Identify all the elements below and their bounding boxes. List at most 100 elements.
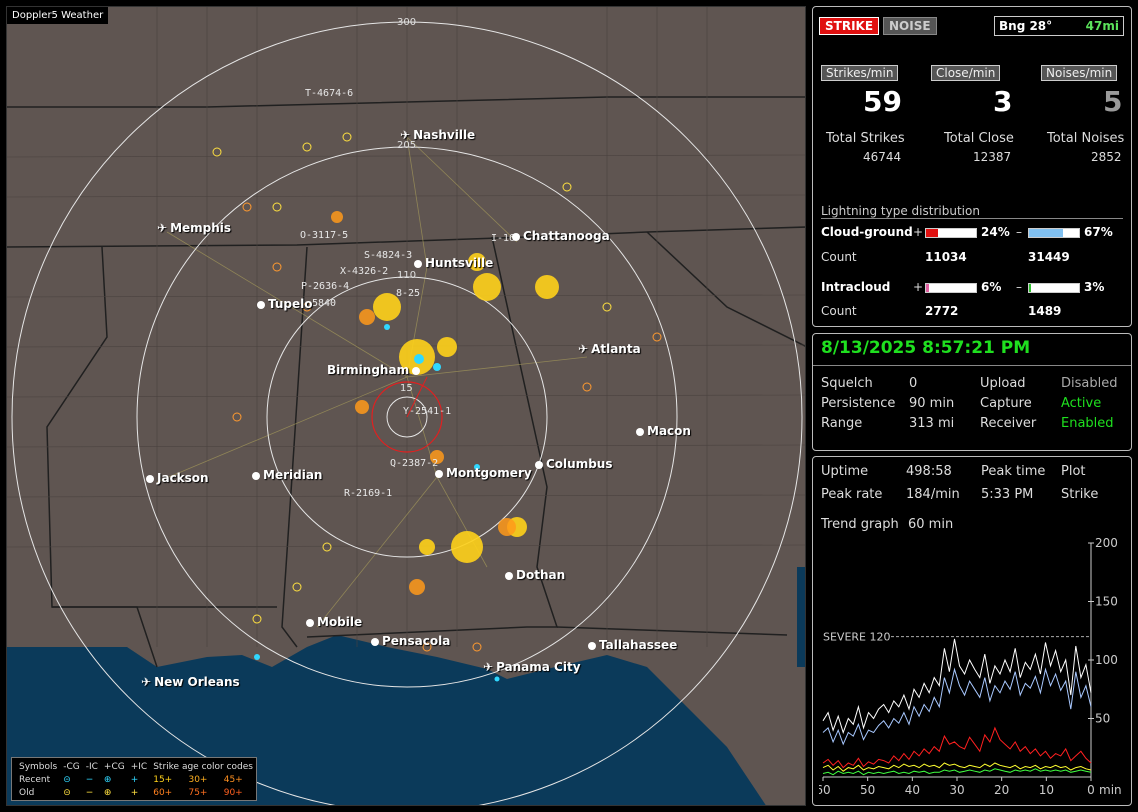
city-dot-icon bbox=[412, 366, 421, 375]
pos-cg-old-icon: ⊕ bbox=[103, 787, 112, 798]
persistence-value[interactable]: 90 min bbox=[909, 396, 955, 411]
severe-threshold-label: SEVERE 120 bbox=[823, 631, 891, 644]
city-chattanooga[interactable]: Chattanooga bbox=[512, 229, 610, 243]
noise-button[interactable]: NOISE bbox=[883, 17, 937, 35]
ring-label-110: 110 bbox=[397, 270, 417, 281]
persistence-label: Persistence bbox=[821, 396, 896, 411]
ic-count-label: Count bbox=[821, 304, 857, 318]
city-atlanta[interactable]: ✈ Atlanta bbox=[578, 342, 641, 356]
total-noises-label: Total Noises bbox=[1047, 131, 1125, 146]
neg-ic-old-icon: − bbox=[85, 787, 94, 798]
total-strikes-value: 46744 bbox=[863, 150, 902, 164]
city-tallahassee[interactable]: Tallahassee bbox=[588, 638, 677, 652]
ic-negative-bar bbox=[1028, 283, 1080, 293]
distance-value: 47mi bbox=[1085, 19, 1119, 33]
legend-header: +CG bbox=[103, 761, 125, 772]
storm-label[interactable]: T-4674-6 bbox=[305, 88, 354, 99]
trend-graph-value[interactable]: 60 min bbox=[908, 517, 954, 532]
ic-positive-count: 2772 bbox=[925, 304, 959, 318]
plot-value[interactable]: Strike bbox=[1061, 487, 1099, 502]
legend-header: +IC bbox=[130, 761, 148, 772]
upload-label: Upload bbox=[980, 376, 1026, 391]
city-jackson[interactable]: Jackson bbox=[146, 471, 209, 485]
receiver-value[interactable]: Enabled bbox=[1061, 416, 1114, 431]
city-memphis[interactable]: ✈ Memphis bbox=[157, 221, 232, 235]
city-mobile[interactable]: Mobile bbox=[306, 615, 362, 629]
upload-value[interactable]: Disabled bbox=[1061, 376, 1118, 391]
legend-symbols-label: Symbols bbox=[19, 761, 58, 772]
trend-series-3 bbox=[822, 762, 1092, 772]
plus-sign: + bbox=[913, 280, 924, 294]
storm-label[interactable]: 5840 bbox=[312, 298, 337, 309]
strike-stats-panel: STRIKE NOISE Bng 28° 47mi Strikes/min Cl… bbox=[812, 6, 1132, 327]
city-dot-icon bbox=[505, 571, 513, 580]
ic-negative-count: 1489 bbox=[1028, 304, 1062, 318]
cg-count-label: Count bbox=[821, 250, 857, 264]
total-close-label: Total Close bbox=[944, 131, 1014, 146]
storm-label[interactable]: S-4824-3 bbox=[364, 250, 413, 261]
x-tick-label: 10 bbox=[1039, 783, 1054, 797]
city-macon[interactable]: Macon bbox=[636, 424, 691, 438]
symbols-legend: Symbols -CG -IC +CG +IC Strike age color… bbox=[11, 757, 257, 801]
age-code: 15+ bbox=[153, 774, 173, 785]
city-dot-icon bbox=[414, 259, 422, 268]
city-pensacola[interactable]: Pensacola bbox=[371, 634, 450, 648]
close-per-min-value: 3 bbox=[993, 85, 1013, 118]
storm-label[interactable]: 8-25 bbox=[396, 288, 421, 299]
close-range-ring bbox=[371, 381, 443, 453]
capture-label: Capture bbox=[980, 396, 1032, 411]
range-rings bbox=[11, 21, 803, 805]
storm-label[interactable]: R-2169-1 bbox=[344, 488, 393, 499]
city-new-orleans[interactable]: ✈ New Orleans bbox=[141, 675, 240, 689]
y-tick-label: 200 bbox=[1095, 537, 1118, 550]
ic-positive-fill bbox=[926, 284, 929, 292]
bearing-line bbox=[406, 376, 428, 418]
lightning-map[interactable]: Doppler5 Weather bbox=[6, 6, 806, 806]
x-tick-label: 30 bbox=[949, 783, 964, 797]
city-huntsville[interactable]: Huntsville bbox=[414, 256, 493, 270]
peak-rate-label: Peak rate bbox=[821, 487, 883, 502]
storm-label[interactable]: P-2636-4 bbox=[301, 281, 350, 292]
age-code: 60+ bbox=[153, 787, 173, 798]
squelch-value[interactable]: 0 bbox=[909, 376, 918, 391]
airport-icon: ✈ bbox=[141, 675, 152, 689]
capture-value[interactable]: Active bbox=[1061, 396, 1102, 411]
city-nashville[interactable]: ✈ Nashville bbox=[400, 128, 476, 142]
range-value[interactable]: 313 mi bbox=[909, 416, 955, 431]
city-dot-icon bbox=[588, 641, 596, 650]
storm-label[interactable]: O-3117-5 bbox=[300, 230, 349, 241]
storm-label[interactable]: Q-2387-2 bbox=[390, 458, 439, 469]
ic-positive-pct: 6% bbox=[981, 280, 1002, 294]
city-dot-icon bbox=[371, 637, 379, 646]
city-dothan[interactable]: Dothan bbox=[505, 568, 565, 582]
city-dot-icon bbox=[257, 300, 265, 309]
cg-negative-pct: 67% bbox=[1084, 225, 1113, 239]
city-birmingham[interactable]: Birmingham bbox=[327, 363, 423, 377]
cg-negative-count: 31449 bbox=[1028, 250, 1070, 264]
airport-icon: ✈ bbox=[157, 221, 168, 235]
county-lines bbox=[7, 7, 805, 647]
city-tupelo[interactable]: Tupelo bbox=[257, 297, 313, 311]
age-code: 30+ bbox=[188, 774, 208, 785]
strike-button[interactable]: STRIKE bbox=[819, 17, 880, 35]
peak-time-label: Peak time bbox=[981, 464, 1046, 479]
uptime-label: Uptime bbox=[821, 464, 869, 479]
x-tick-label: 20 bbox=[994, 783, 1009, 797]
storm-label[interactable]: I-16 bbox=[491, 233, 516, 244]
storm-label[interactable]: Y-2541-1 bbox=[403, 406, 452, 417]
city-dot-icon bbox=[146, 474, 154, 483]
minus-sign: – bbox=[1016, 280, 1022, 294]
city-columbus[interactable]: Columbus bbox=[535, 457, 613, 471]
cg-positive-pct: 24% bbox=[981, 225, 1010, 239]
close-per-min-button[interactable]: Close/min bbox=[931, 65, 1001, 81]
cg-positive-count: 11034 bbox=[925, 250, 967, 264]
pos-cg-recent-icon: ⊕ bbox=[103, 774, 112, 785]
strikes-per-min-button[interactable]: Strikes/min bbox=[821, 65, 899, 81]
storm-label[interactable]: X-4326-2 bbox=[340, 266, 389, 277]
city-meridian[interactable]: Meridian bbox=[252, 468, 322, 482]
city-panama-city[interactable]: ✈ Panama City bbox=[483, 660, 581, 674]
x-tick-label: 50 bbox=[860, 783, 875, 797]
cloud-ground-label: Cloud-ground bbox=[821, 225, 913, 239]
city-montgomery[interactable]: Montgomery bbox=[435, 466, 532, 480]
noises-per-min-button[interactable]: Noises/min bbox=[1041, 65, 1118, 81]
